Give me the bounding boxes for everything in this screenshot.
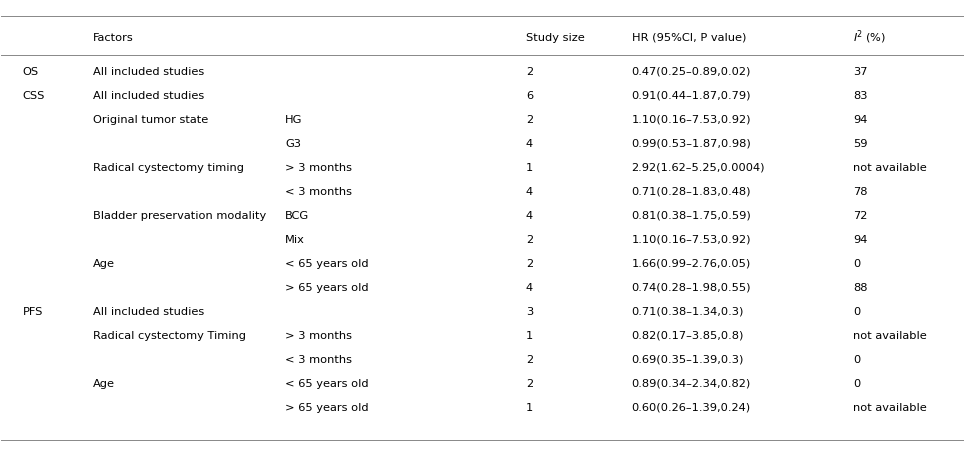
Text: 0.74(0.28–1.98,0.55): 0.74(0.28–1.98,0.55): [632, 282, 751, 292]
Text: 0: 0: [853, 258, 860, 268]
Text: < 65 years old: < 65 years old: [286, 258, 369, 268]
Text: 0.71(0.28–1.83,0.48): 0.71(0.28–1.83,0.48): [632, 187, 751, 196]
Text: 0.89(0.34–2.34,0.82): 0.89(0.34–2.34,0.82): [632, 378, 751, 388]
Text: 0: 0: [853, 378, 860, 388]
Text: 2: 2: [526, 114, 533, 124]
Text: 1.10(0.16–7.53,0.92): 1.10(0.16–7.53,0.92): [632, 114, 751, 124]
Text: 37: 37: [853, 66, 868, 76]
Text: Mix: Mix: [286, 234, 305, 244]
Text: $\it{I}$$^2$ (%): $\it{I}$$^2$ (%): [853, 29, 886, 46]
Text: 4: 4: [526, 138, 533, 148]
Text: All included studies: All included studies: [93, 91, 204, 101]
Text: 88: 88: [853, 282, 868, 292]
Text: Original tumor state: Original tumor state: [93, 114, 208, 124]
Text: 1: 1: [526, 162, 533, 172]
Text: BCG: BCG: [286, 210, 310, 220]
Text: not available: not available: [853, 330, 926, 340]
Text: 72: 72: [853, 210, 868, 220]
Text: 0.82(0.17–3.85,0.8): 0.82(0.17–3.85,0.8): [632, 330, 744, 340]
Text: not available: not available: [853, 162, 926, 172]
Text: Bladder preservation modality: Bladder preservation modality: [93, 210, 266, 220]
Text: Age: Age: [93, 378, 115, 388]
Text: 4: 4: [526, 187, 533, 196]
Text: 0: 0: [853, 306, 860, 316]
Text: Factors: Factors: [93, 33, 133, 43]
Text: 0.71(0.38–1.34,0.3): 0.71(0.38–1.34,0.3): [632, 306, 744, 316]
Text: G3: G3: [286, 138, 301, 148]
Text: HR (95%CI, P value): HR (95%CI, P value): [632, 33, 746, 43]
Text: Radical cystectomy timing: Radical cystectomy timing: [93, 162, 244, 172]
Text: > 3 months: > 3 months: [286, 330, 352, 340]
Text: 2.92(1.62–5.25,0.0004): 2.92(1.62–5.25,0.0004): [632, 162, 765, 172]
Text: 2: 2: [526, 354, 533, 364]
Text: > 65 years old: > 65 years old: [286, 402, 369, 412]
Text: 0.81(0.38–1.75,0.59): 0.81(0.38–1.75,0.59): [632, 210, 752, 220]
Text: < 3 months: < 3 months: [286, 187, 352, 196]
Text: 0.99(0.53–1.87,0.98): 0.99(0.53–1.87,0.98): [632, 138, 752, 148]
Text: > 65 years old: > 65 years old: [286, 282, 369, 292]
Text: 83: 83: [853, 91, 868, 101]
Text: 59: 59: [853, 138, 868, 148]
Text: < 65 years old: < 65 years old: [286, 378, 369, 388]
Text: 0.60(0.26–1.39,0.24): 0.60(0.26–1.39,0.24): [632, 402, 751, 412]
Text: All included studies: All included studies: [93, 306, 204, 316]
Text: 2: 2: [526, 234, 533, 244]
Text: 2: 2: [526, 378, 533, 388]
Text: < 3 months: < 3 months: [286, 354, 352, 364]
Text: 2: 2: [526, 258, 533, 268]
Text: 1.10(0.16–7.53,0.92): 1.10(0.16–7.53,0.92): [632, 234, 751, 244]
Text: 0.69(0.35–1.39,0.3): 0.69(0.35–1.39,0.3): [632, 354, 744, 364]
Text: 2: 2: [526, 66, 533, 76]
Text: CSS: CSS: [22, 91, 45, 101]
Text: 4: 4: [526, 210, 533, 220]
Text: Age: Age: [93, 258, 115, 268]
Text: > 3 months: > 3 months: [286, 162, 352, 172]
Text: 94: 94: [853, 114, 868, 124]
Text: 94: 94: [853, 234, 868, 244]
Text: 0.47(0.25–0.89,0.02): 0.47(0.25–0.89,0.02): [632, 66, 751, 76]
Text: 1: 1: [526, 330, 533, 340]
Text: 3: 3: [526, 306, 533, 316]
Text: Study size: Study size: [526, 33, 585, 43]
Text: PFS: PFS: [22, 306, 42, 316]
Text: 1.66(0.99–2.76,0.05): 1.66(0.99–2.76,0.05): [632, 258, 751, 268]
Text: 0.91(0.44–1.87,0.79): 0.91(0.44–1.87,0.79): [632, 91, 751, 101]
Text: 0: 0: [853, 354, 860, 364]
Text: 1: 1: [526, 402, 533, 412]
Text: OS: OS: [22, 66, 39, 76]
Text: 78: 78: [853, 187, 868, 196]
Text: not available: not available: [853, 402, 926, 412]
Text: Radical cystectomy Timing: Radical cystectomy Timing: [93, 330, 246, 340]
Text: HG: HG: [286, 114, 303, 124]
Text: 6: 6: [526, 91, 533, 101]
Text: All included studies: All included studies: [93, 66, 204, 76]
Text: 4: 4: [526, 282, 533, 292]
